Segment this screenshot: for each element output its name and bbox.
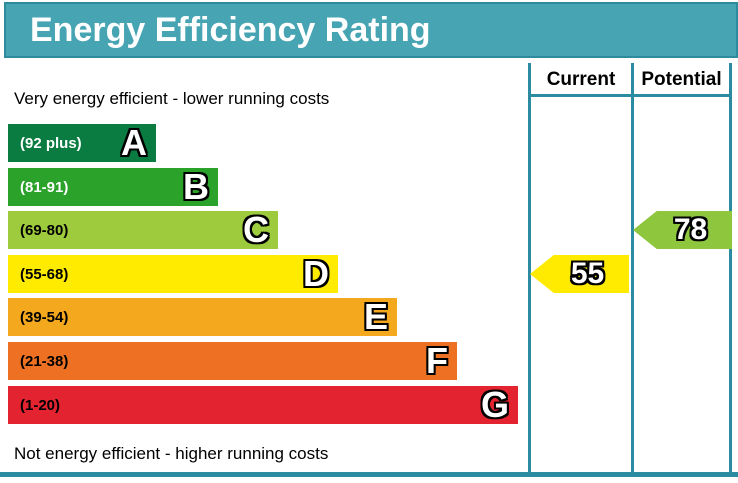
grid-line-left-of-potential bbox=[631, 63, 634, 476]
band-g-letter: G bbox=[480, 384, 509, 425]
band-c-range: (69-80) bbox=[20, 221, 69, 239]
current-rating-arrow: 55 bbox=[530, 255, 629, 293]
grid-line-left-of-current bbox=[528, 63, 531, 476]
caption-top: Very energy efficient - lower running co… bbox=[14, 89, 330, 108]
band-a: (92 plus) A bbox=[8, 124, 156, 162]
band-b: (81-91) B bbox=[8, 168, 218, 206]
current-rating-value: 55 bbox=[570, 257, 605, 290]
band-c-letter: C bbox=[243, 209, 269, 250]
chart-title: Energy Efficiency Rating bbox=[30, 10, 431, 49]
band-b-letter: B bbox=[183, 166, 209, 207]
bottom-border-line bbox=[0, 472, 738, 477]
band-c: (69-80) C bbox=[8, 211, 278, 249]
band-d: (55-68) D bbox=[8, 255, 338, 293]
band-f: (21-38) F bbox=[8, 342, 457, 380]
band-d-letter: D bbox=[303, 253, 329, 294]
band-e-range: (39-54) bbox=[20, 308, 69, 326]
current-column-header: Current bbox=[546, 69, 616, 90]
caption-bottom: Not energy efficient - higher running co… bbox=[14, 444, 329, 463]
potential-column-header: Potential bbox=[641, 69, 722, 90]
band-g-range: (1-20) bbox=[20, 396, 61, 414]
band-f-range: (21-38) bbox=[20, 352, 69, 370]
potential-rating-arrow: 78 bbox=[633, 211, 732, 249]
band-d-range: (55-68) bbox=[20, 265, 69, 283]
band-f-letter: F bbox=[426, 340, 448, 381]
band-a-range: (92 plus) bbox=[20, 134, 82, 152]
band-e: (39-54) E bbox=[8, 298, 397, 336]
band-e-letter: E bbox=[363, 296, 388, 337]
potential-rating-value: 78 bbox=[673, 213, 708, 246]
band-b-range: (81-91) bbox=[20, 178, 69, 196]
header-underline bbox=[528, 94, 732, 97]
band-a-letter: A bbox=[121, 122, 147, 163]
chart-title-bar: Energy Efficiency Rating bbox=[4, 2, 738, 58]
grid-line-right-border bbox=[729, 63, 732, 476]
band-g: (1-20) G bbox=[8, 386, 518, 424]
